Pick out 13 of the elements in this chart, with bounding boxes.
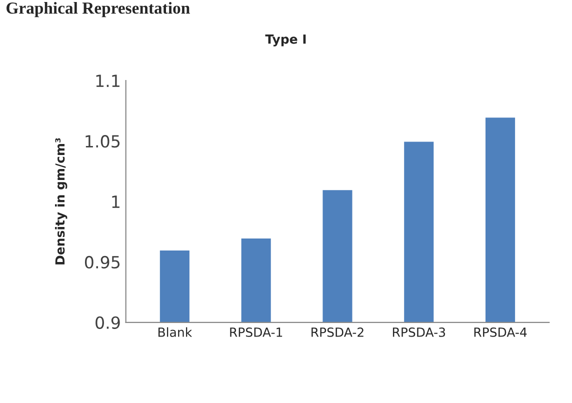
y-tick-label: 0.95 [84, 256, 120, 269]
x-tick-label: RPSDA-2 [312, 327, 364, 337]
y-tick-label: 1.1 [96, 74, 120, 87]
y-axis-title: Density in gm/cm³ [55, 138, 68, 264]
text: Graphical Representation [6, 2, 190, 18]
x-tick-label: RPSDA-4 [474, 327, 527, 337]
x-tick-label: RPSDA-1 [230, 327, 282, 337]
y-tick-label: 1 [112, 196, 120, 208]
y-tick-label: 1.05 [86, 135, 120, 148]
y-tick-label: 0.9 [96, 316, 120, 329]
chart-title: Type I [265, 34, 306, 46]
x-tick-label: RPSDA-3 [392, 327, 446, 337]
x-tick-label: Blank [158, 327, 192, 337]
